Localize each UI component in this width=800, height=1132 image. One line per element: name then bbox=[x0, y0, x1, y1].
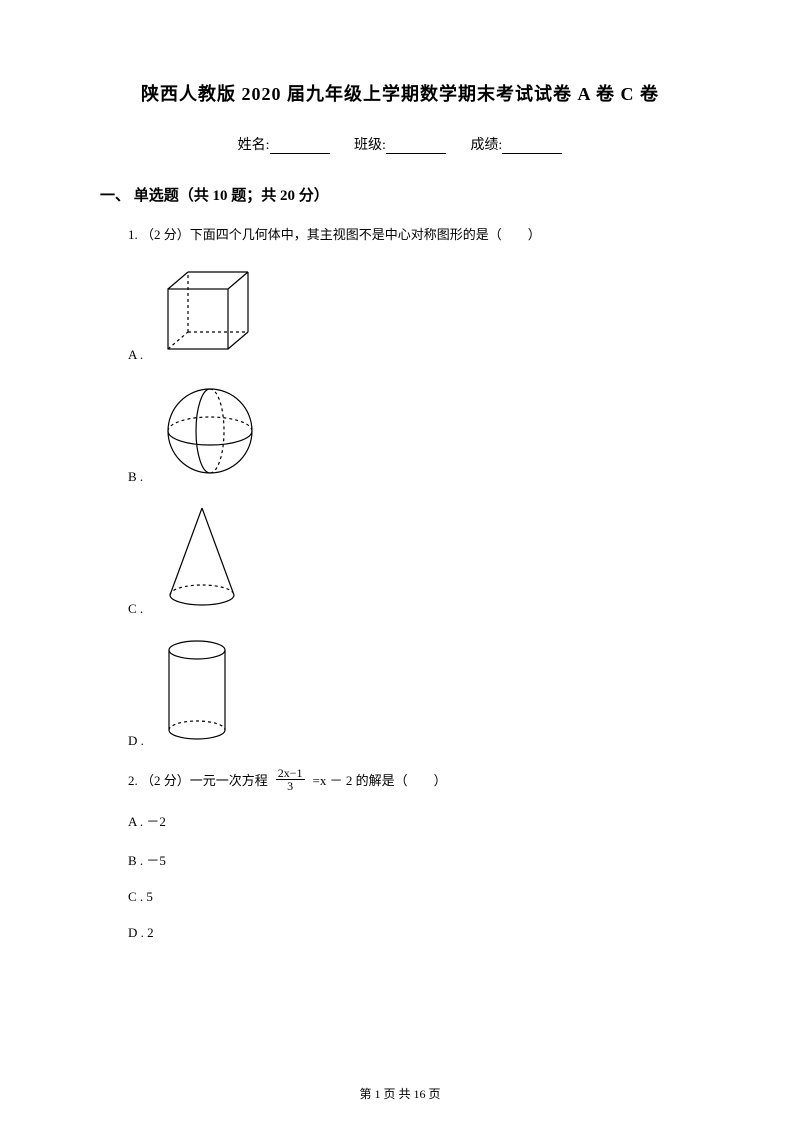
option-label-a: A . bbox=[128, 347, 152, 363]
q2-suffix: =x － 2 的解是（ ） bbox=[313, 770, 447, 789]
name-label: 姓名: bbox=[238, 134, 270, 154]
option-label-c: C . bbox=[128, 601, 152, 617]
question-2-text: 2. （2 分）一元一次方程 2x−1 3 =x － 2 的解是（ ） bbox=[128, 767, 700, 793]
q1-option-b: B . bbox=[128, 381, 700, 485]
option-label-d: D . bbox=[128, 733, 152, 749]
q1-option-d: D . bbox=[128, 635, 700, 749]
q2-option-c: C . 5 bbox=[128, 889, 700, 905]
cone-icon bbox=[160, 503, 245, 617]
question-1-text: 1. （2 分）下面四个几何体中，其主视图不是中心对称图形的是（ ） bbox=[128, 225, 700, 246]
score-blank bbox=[502, 140, 562, 154]
class-label: 班级: bbox=[354, 134, 386, 154]
option-label-b: B . bbox=[128, 469, 152, 485]
sphere-icon bbox=[160, 381, 260, 485]
q1-option-c: C . bbox=[128, 503, 700, 617]
q2-option-a: A . －2 bbox=[128, 811, 700, 830]
score-label: 成绩: bbox=[470, 134, 502, 154]
cylinder-icon bbox=[160, 635, 235, 749]
exam-title: 陕西人教版 2020 届九年级上学期数学期末考试试卷 A 卷 C 卷 bbox=[100, 80, 700, 106]
q2-denominator: 3 bbox=[285, 780, 295, 793]
student-info-row: 姓名: 班级: 成绩: bbox=[100, 134, 700, 154]
page-footer: 第 1 页 共 16 页 bbox=[0, 1085, 800, 1102]
name-blank bbox=[270, 140, 330, 154]
class-blank bbox=[386, 140, 446, 154]
q2-numerator: 2x−1 bbox=[276, 767, 305, 780]
q2-option-b: B . －5 bbox=[128, 850, 700, 869]
q1-option-a: A . bbox=[128, 264, 700, 363]
q2-option-d: D . 2 bbox=[128, 925, 700, 941]
q2-prefix: 2. （2 分）一元一次方程 bbox=[128, 770, 268, 789]
section-1-header: 一、 单选题（共 10 题；共 20 分） bbox=[100, 184, 700, 205]
q2-fraction: 2x−1 3 bbox=[276, 767, 305, 793]
cube-icon bbox=[160, 264, 255, 363]
